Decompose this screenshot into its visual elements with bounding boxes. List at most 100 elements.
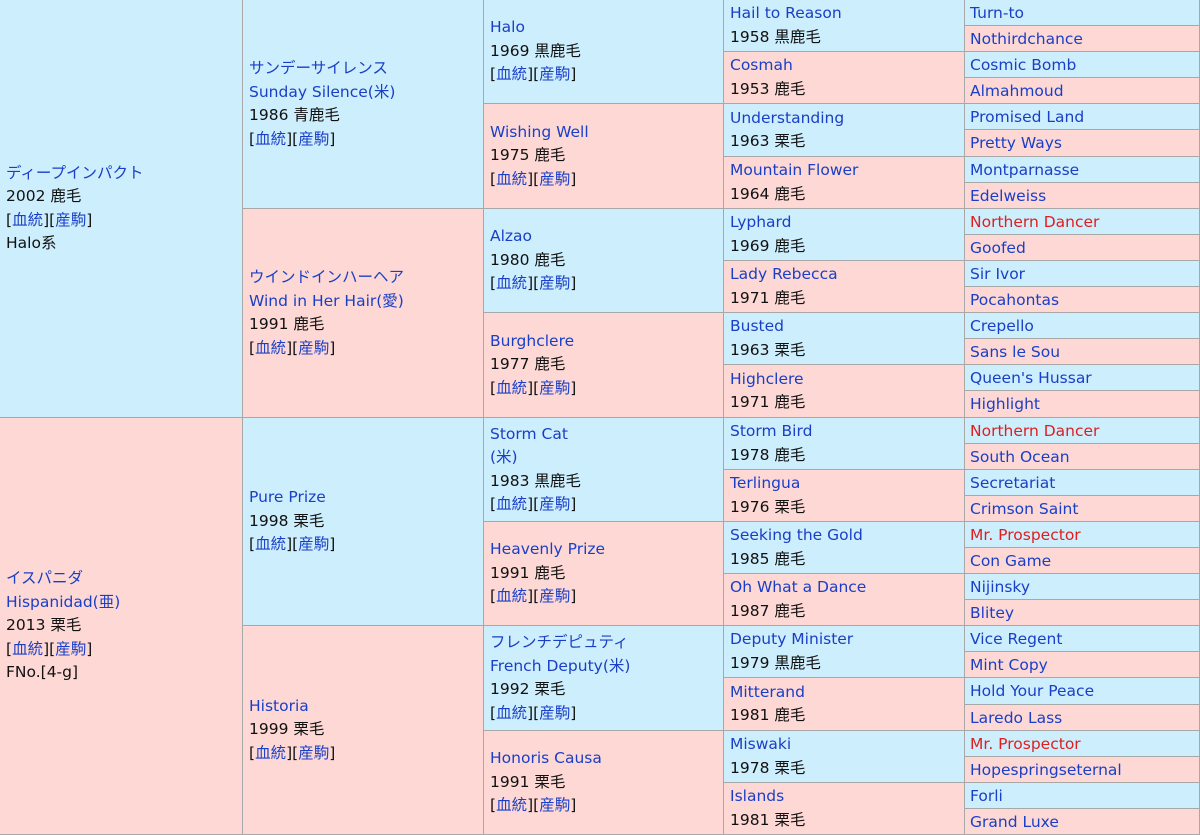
horse-name-link[interactable]: (米) [490, 448, 518, 466]
bloodline-link[interactable]: 血統 [496, 169, 528, 188]
horse-name-link[interactable]: ウインドインハーヘア [249, 268, 405, 286]
ancestor-name-link[interactable]: Edelweiss [970, 186, 1047, 205]
bracket: [ [490, 378, 497, 397]
horse-name-link[interactable]: Busted [730, 317, 784, 335]
horse-name-link[interactable]: フレンチデピュティ [490, 633, 629, 651]
horse-name-link[interactable]: Oh What a Dance [730, 578, 867, 596]
ancestor-name-link[interactable]: Mint Copy [970, 655, 1048, 674]
horse-name-link[interactable]: Heavenly Prize [490, 540, 606, 559]
progeny-link[interactable]: 産駒 [539, 169, 571, 188]
progeny-link[interactable]: 産駒 [539, 703, 571, 722]
ancestor-name-link[interactable]: Northern Dancer [970, 421, 1100, 440]
ancestor-name-link[interactable]: Nijinsky [970, 577, 1031, 596]
progeny-link[interactable]: 産駒 [55, 210, 87, 229]
ancestor-name-link[interactable]: Mr. Prospector [970, 525, 1081, 544]
horse-name-link[interactable]: Storm Cat [490, 424, 568, 443]
bloodline-link[interactable]: 血統 [496, 65, 528, 84]
bloodline-link[interactable]: 血統 [12, 210, 44, 229]
progeny-link[interactable]: 産駒 [298, 338, 330, 357]
ancestor-name-link[interactable]: Crepello [970, 316, 1034, 335]
ancestor-name-link[interactable]: Hopespringseternal [970, 760, 1122, 779]
ancestor-name-link[interactable]: Sans le Sou [970, 342, 1061, 361]
horse-name-link[interactable]: Historia [249, 696, 309, 715]
horse-name-link[interactable]: Lady Rebecca [730, 265, 838, 283]
horse-name-link[interactable]: Mitterand [730, 682, 805, 701]
ancestor-name-link[interactable]: Pretty Ways [970, 134, 1062, 152]
progeny-link[interactable]: 産駒 [539, 796, 571, 815]
horse-name-link[interactable]: Mountain Flower [730, 161, 859, 179]
horse-name-link[interactable]: Alzao [490, 227, 533, 246]
ancestor-name-link[interactable]: Secretariat [970, 473, 1056, 492]
progeny-link[interactable]: 産駒 [539, 274, 571, 293]
ancestor-name-link[interactable]: Blitey [970, 603, 1015, 622]
progeny-link[interactable]: 産駒 [539, 587, 571, 606]
bracket: [ [249, 743, 256, 762]
ancestor-name-link[interactable]: Queen's Hussar [970, 368, 1092, 387]
horse-name-link[interactable]: Miswaki [730, 735, 792, 753]
progeny-link[interactable]: 産駒 [298, 129, 330, 148]
ancestor-name-link[interactable]: Highlight [970, 395, 1040, 413]
horse-name-link[interactable]: Hail to Reason [730, 4, 842, 22]
progeny-link[interactable]: 産駒 [539, 495, 571, 513]
ancestor-name-link[interactable]: Vice Regent [970, 629, 1063, 648]
ancestor-name-link[interactable]: Pocahontas [970, 290, 1060, 309]
ancestor-name-link[interactable]: Promised Land [970, 107, 1085, 126]
ancestor-name-link[interactable]: Almahmoud [970, 81, 1064, 100]
horse-name-link[interactable]: Storm Bird [730, 422, 813, 440]
bloodline-link[interactable]: 血統 [496, 495, 528, 513]
ancestor-name-link[interactable]: Montparnasse [970, 160, 1080, 179]
horse-name-link[interactable]: ディープインパクト [6, 163, 144, 182]
bloodline-link[interactable]: 血統 [496, 587, 528, 606]
horse-name-link[interactable]: Sunday Silence(米) [249, 82, 396, 101]
bloodline-link[interactable]: 血統 [496, 274, 528, 293]
bloodline-link[interactable]: 血統 [12, 639, 44, 658]
horse-name-link[interactable]: Islands [730, 787, 785, 805]
horse-name-link[interactable]: French Deputy(米) [490, 656, 631, 675]
horse-name-link[interactable]: サンデーサイレンス [249, 59, 388, 77]
horse-name-link[interactable]: Understanding [730, 108, 845, 127]
horse-birth-color: 1978 鹿毛 [730, 445, 806, 464]
ancestor-name-link[interactable]: Mr. Prospector [970, 734, 1081, 753]
ancestor-name-link[interactable]: Crimson Saint [970, 499, 1079, 518]
horse-name-link[interactable]: Terlingua [730, 474, 801, 492]
bracket: ] [570, 378, 577, 397]
ancestor-cell: South Ocean [965, 444, 1200, 470]
horse-name-link[interactable]: Burghclere [490, 331, 575, 350]
horse-name-link[interactable]: イスパニダ [6, 569, 84, 588]
progeny-link[interactable]: 産駒 [298, 743, 330, 762]
horse-name-link[interactable]: Wishing Well [490, 122, 589, 141]
ancestor-name-link[interactable]: Nothirdchance [970, 29, 1083, 48]
progeny-link[interactable]: 産駒 [539, 65, 571, 84]
ancestor-name-link[interactable]: Con Game [970, 551, 1052, 570]
ancestor-name-link[interactable]: South Ocean [970, 447, 1070, 466]
horse-name-link[interactable]: Seeking the Gold [730, 526, 863, 544]
horse-name-link[interactable]: Pure Prize [249, 488, 326, 507]
horse-name-link[interactable]: Deputy Minister [730, 630, 854, 648]
bloodline-link[interactable]: 血統 [496, 703, 528, 722]
ancestor-name-link[interactable]: Forli [970, 786, 1003, 805]
progeny-link[interactable]: 産駒 [55, 639, 87, 658]
horse-name-link[interactable]: Wind in Her Hair(愛) [249, 291, 404, 310]
bloodline-link[interactable]: 血統 [255, 338, 287, 357]
ancestor-name-link[interactable]: Cosmic Bomb [970, 55, 1077, 74]
bloodline-link[interactable]: 血統 [496, 378, 528, 397]
ancestor-name-link[interactable]: Goofed [970, 238, 1026, 257]
bloodline-link[interactable]: 血統 [255, 535, 287, 554]
progeny-link[interactable]: 産駒 [539, 378, 571, 397]
horse-name-link[interactable]: Lyphard [730, 213, 792, 231]
ancestor-name-link[interactable]: Grand Luxe [970, 812, 1059, 831]
bloodline-link[interactable]: 血統 [255, 129, 287, 148]
bloodline-link[interactable]: 血統 [255, 743, 287, 762]
ancestor-name-link[interactable]: Hold Your Peace [970, 682, 1095, 700]
ancestor-name-link[interactable]: Laredo Lass [970, 708, 1063, 727]
ancestor-name-link[interactable]: Sir Ivor [970, 264, 1026, 283]
progeny-link[interactable]: 産駒 [298, 535, 330, 554]
horse-name-link[interactable]: Halo [490, 18, 525, 37]
horse-name-link[interactable]: Hispanidad(亜) [6, 592, 121, 611]
ancestor-name-link[interactable]: Northern Dancer [970, 212, 1100, 231]
horse-name-link[interactable]: Cosmah [730, 56, 793, 74]
horse-name-link[interactable]: Highclere [730, 369, 804, 388]
horse-name-link[interactable]: Honoris Causa [490, 749, 602, 768]
ancestor-name-link[interactable]: Turn-to [970, 3, 1025, 22]
bloodline-link[interactable]: 血統 [496, 796, 528, 815]
